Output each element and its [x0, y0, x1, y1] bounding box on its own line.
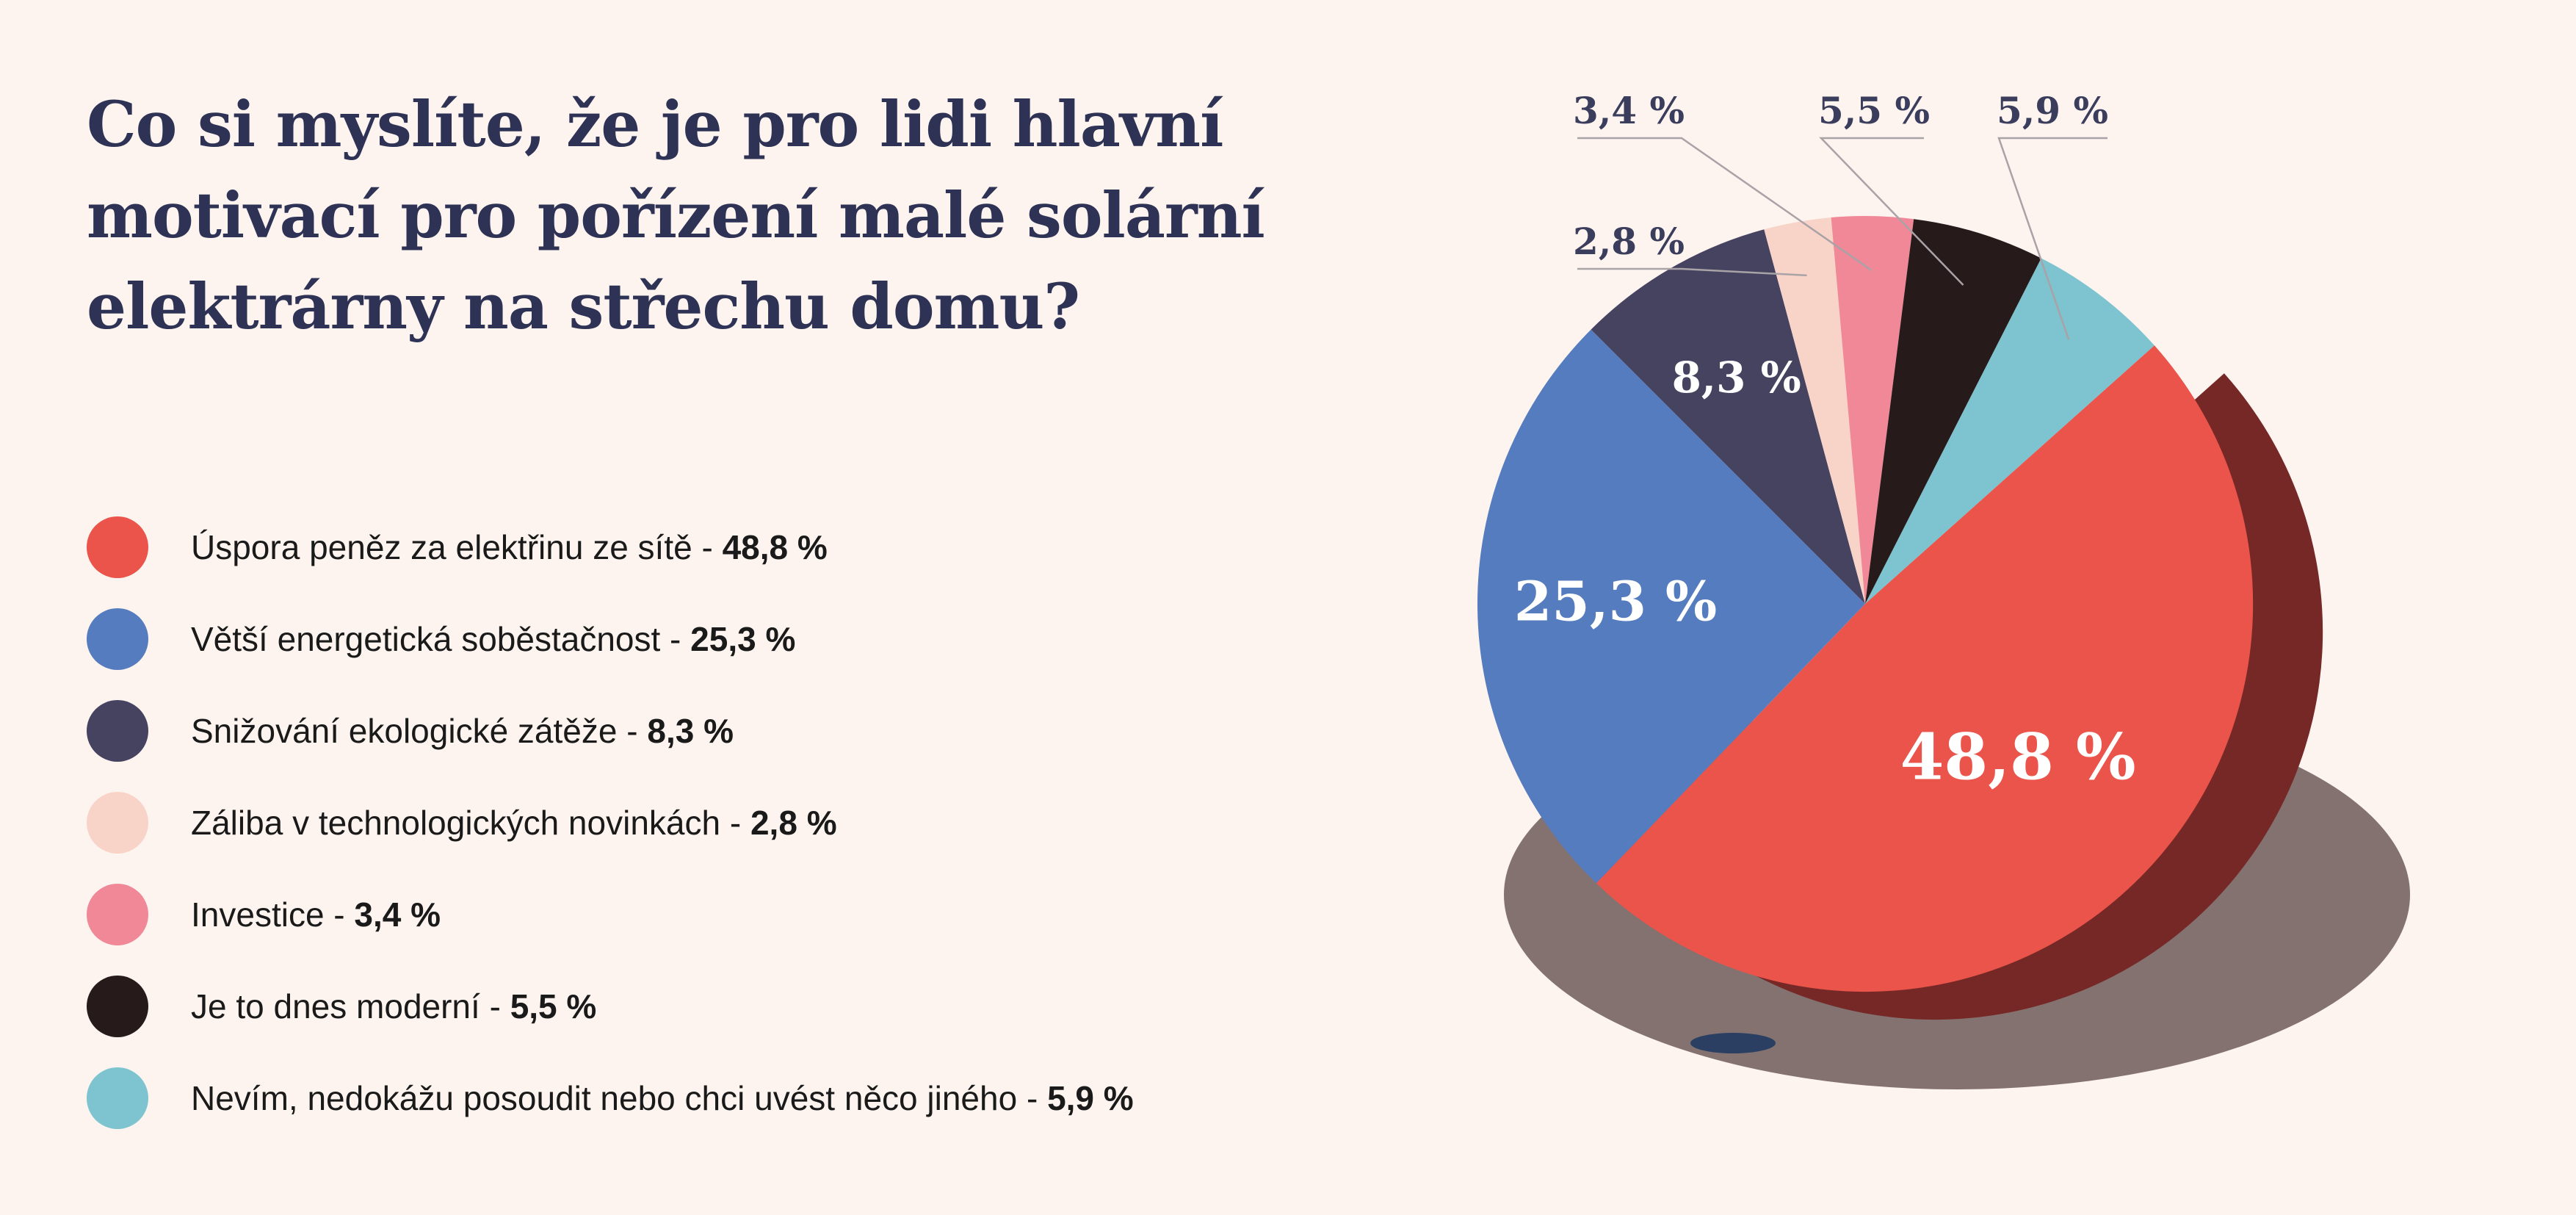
legend-item: Nevím, nedokážu posoudit nebo chci uvést… [87, 1052, 1134, 1144]
legend-item: Záliba v technologických novinkách - 2,8… [87, 776, 1134, 868]
legend-swatch [87, 516, 148, 578]
pie-slice [1831, 215, 1914, 604]
slice-value-label: 5,5 % [1818, 89, 1930, 132]
legend-text: Záliba v technologických novinkách - 2,8… [191, 803, 837, 842]
legend-swatch [87, 883, 148, 945]
legend-swatch [87, 608, 148, 670]
legend-value: 25,3 % [690, 619, 796, 658]
slice-value-label: 5,9 % [1997, 89, 2108, 132]
legend-label: Snižování ekologické zátěže [191, 711, 618, 750]
legend-value: 8,3 % [647, 711, 734, 750]
legend-value: 5,5 % [510, 987, 597, 1025]
pie-slice [1591, 229, 1865, 604]
legend-swatch [87, 1067, 148, 1129]
legend-value: 2,8 % [750, 803, 837, 842]
legend-label: Investice [191, 895, 325, 934]
legend-text: Snižování ekologické zátěže - 8,3 % [191, 711, 734, 750]
legend-swatch [87, 699, 148, 762]
legend-swatch [87, 791, 148, 854]
legend-label: Větší energetická soběstačnost [191, 619, 661, 658]
legend-value: 48,8 % [722, 527, 828, 566]
legend-label: Úspora peněz za elektřinu ze sítě [191, 527, 692, 566]
legend-text: Investice - 3,4 % [191, 895, 441, 934]
legend-item: Investice - 3,4 % [87, 868, 1134, 960]
pie-edge-shade [1690, 1033, 1776, 1053]
legend-label: Nevím, nedokážu posoudit nebo chci uvést… [191, 1078, 1018, 1117]
legend-item: Snižování ekologické zátěže - 8,3 % [87, 685, 1134, 776]
chart-title: Co si myslíte, že je pro lidi hlavní mot… [87, 79, 1335, 353]
chart-title-line: motivací pro pořízení malé solární [87, 179, 1265, 253]
pie-slice [1865, 219, 2041, 604]
legend-value: 3,4 % [354, 895, 441, 934]
pie-slice [1477, 329, 1865, 884]
legend-item: Větší energetická soběstačnost - 25,3 % [87, 593, 1134, 685]
legend-label: Je to dnes moderní [191, 987, 480, 1025]
legend-item: Je to dnes moderní - 5,5 % [87, 960, 1134, 1052]
pie-slice [1764, 217, 1865, 604]
legend-text: Nevím, nedokážu posoudit nebo chci uvést… [191, 1078, 1134, 1117]
legend-text: Větší energetická soběstačnost - 25,3 % [191, 619, 796, 658]
legend-value: 5,9 % [1047, 1078, 1134, 1117]
legend-text: Úspora peněz za elektřinu ze sítě - 48,8… [191, 527, 828, 566]
pie-slice [1596, 345, 2254, 992]
slice-value-label: 3,4 % [1573, 89, 1685, 132]
slice-value-label: 2,8 % [1573, 220, 1685, 263]
legend-text: Je to dnes moderní - 5,5 % [191, 987, 597, 1025]
chart-legend: Úspora peněz za elektřinu ze sítě - 48,8… [87, 501, 1134, 1144]
chart-title-line: elektrárny na střechu domu? [87, 270, 1080, 344]
pie-slice [1865, 258, 2154, 604]
legend-item: Úspora peněz za elektřinu ze sítě - 48,8… [87, 501, 1134, 593]
legend-label: Záliba v technologických novinkách [191, 803, 721, 842]
legend-swatch [87, 975, 148, 1037]
chart-title-line: Co si myslíte, že je pro lidi hlavní [87, 88, 1223, 162]
